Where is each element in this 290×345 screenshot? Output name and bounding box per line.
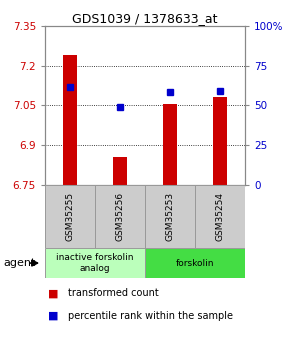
Text: forskolin: forskolin [176, 258, 214, 268]
Text: ■: ■ [48, 288, 58, 298]
Text: transformed count: transformed count [68, 288, 159, 298]
Text: GSM35255: GSM35255 [66, 192, 75, 241]
Text: agent: agent [3, 258, 35, 268]
Text: percentile rank within the sample: percentile rank within the sample [68, 311, 233, 321]
Bar [45, 185, 95, 248]
Bar [213, 97, 227, 185]
Text: ■: ■ [48, 311, 58, 321]
Bar [145, 248, 245, 278]
Bar [145, 185, 195, 248]
Text: GSM35254: GSM35254 [215, 192, 224, 241]
Text: GDS1039 / 1378633_at: GDS1039 / 1378633_at [72, 12, 218, 25]
Bar [45, 248, 145, 278]
Bar [95, 185, 145, 248]
Text: GSM35253: GSM35253 [166, 192, 175, 241]
Text: inactive forskolin
analog: inactive forskolin analog [56, 253, 134, 273]
Bar [195, 185, 245, 248]
Bar [113, 157, 127, 185]
Bar [163, 104, 177, 185]
Text: GSM35256: GSM35256 [115, 192, 124, 241]
Bar [63, 55, 77, 185]
